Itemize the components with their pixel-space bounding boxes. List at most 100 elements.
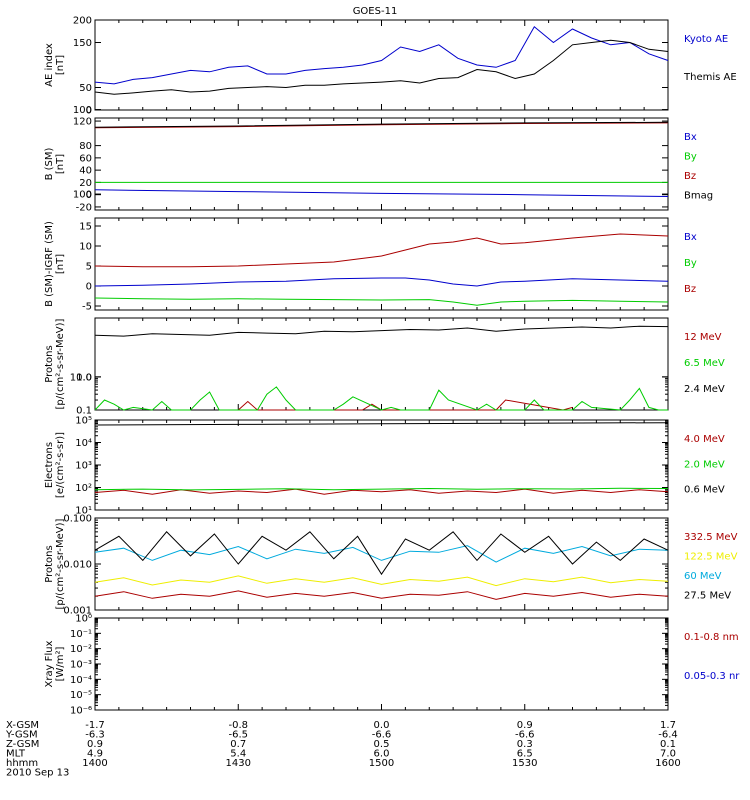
y-tick-label: 0 — [86, 282, 92, 293]
series-line-27-5-mev — [94, 531, 669, 576]
legend-entry: 2.4 MeV — [684, 384, 725, 395]
x-row-value: 1400 — [82, 758, 107, 769]
legend-entry: 27.5 MeV — [684, 591, 731, 602]
legend-entry: 6.5 MeV — [684, 358, 725, 369]
y-tick-label: 100 — [73, 105, 92, 116]
y-tick-label: 10⁻² — [70, 644, 92, 655]
y-axis-label: [nT] — [55, 154, 66, 174]
legend-entry: By — [684, 152, 697, 163]
panel-frame — [94, 419, 669, 511]
chart-title: GOES-11 — [353, 6, 398, 17]
x-row-label: MLT — [6, 749, 26, 760]
y-tick-label: 5 — [86, 262, 92, 273]
y-tick-label: 10⁻¹ — [70, 629, 92, 640]
legend-entry: 332.5 MeV — [684, 532, 738, 543]
y-axis-label: [p/(cm²-s-sr-MeV)] — [55, 518, 66, 609]
y-tick-label: 10 — [79, 242, 92, 253]
x-row-value: 1.7 — [660, 720, 676, 731]
panel-ae: 0 50 100 150 200 AE index [nT] Kyoto AE Themis A… — [44, 16, 737, 117]
y-tick-label: 50 — [79, 83, 92, 94]
y-axis-label: [nT] — [55, 254, 66, 274]
y-axis-label: Protons — [44, 345, 55, 382]
legend-entry: 0.6 MeV — [684, 485, 725, 496]
y-axis-label: [e/(cm²-s-sr)] — [55, 432, 66, 498]
x-row-value: 1430 — [226, 758, 251, 769]
x-row-value: 1530 — [512, 758, 537, 769]
series-line-0-6-mev — [94, 422, 669, 426]
x-row-value: 6.5 — [517, 749, 533, 760]
legend-entry: 122.5 MeV — [684, 552, 738, 563]
y-axis-label: Electrons — [44, 442, 55, 488]
legend-entry: 60 MeV — [684, 571, 722, 582]
x-row-label: Z-GSM — [6, 739, 39, 750]
legend-entry: Bz — [684, 171, 696, 182]
y-tick-label: 10¹ — [75, 506, 92, 517]
y-tick-label: -5 — [82, 302, 92, 313]
x-row-value: -1.7 — [85, 720, 105, 731]
y-tick-label: 0.001 — [63, 606, 92, 617]
legend-entry: Themis AE — [683, 72, 737, 83]
x-row-value: 0.0 — [374, 720, 390, 731]
series-line-bz — [94, 122, 669, 129]
panel-frame — [94, 217, 669, 311]
x-row-label: hhmm — [6, 758, 38, 769]
y-axis-label: B (SM) — [44, 147, 55, 180]
series-line-12-mev — [237, 399, 573, 411]
x-row-value: -6.6 — [515, 730, 535, 741]
x-row-value: 0.1 — [660, 739, 676, 750]
x-row-value: 7.0 — [660, 749, 676, 760]
y-axis-label: Xray Flux — [44, 640, 55, 687]
x-row-value: 1500 — [369, 758, 394, 769]
date-label: 2010 Sep 13 — [6, 768, 69, 779]
panel-dbs: -5 0 5 10 15 B (SM)-IGRF (SM) [nT] Bx By Bz — [44, 217, 697, 313]
x-row-value: 6.0 — [374, 749, 390, 760]
series-line-122-5-mev — [94, 575, 669, 587]
y-tick-label: 10⁻⁵ — [70, 690, 92, 701]
x-row-value: -6.3 — [85, 730, 105, 741]
series-line-2-4-mev — [94, 325, 669, 337]
legend-entry: Bmag — [684, 191, 713, 202]
series-line-by — [94, 297, 669, 306]
legend-entry: 2.0 MeV — [684, 459, 725, 470]
y-tick-label: 10⁰ — [75, 614, 92, 625]
y-tick-label: 0 — [86, 190, 92, 201]
legend-entry: 4.0 MeV — [684, 434, 725, 445]
y-tick-label: 10⁴ — [75, 438, 92, 449]
y-axis-label: B (SM)-IGRF (SM) — [44, 221, 55, 307]
y-tick-label: 20 — [79, 178, 92, 189]
y-axis-label: [nT] — [55, 55, 66, 75]
y-tick-label: 120 — [73, 117, 92, 128]
panel-frame — [94, 517, 669, 611]
x-row-value: -6.5 — [228, 730, 248, 741]
series-line-bz — [94, 233, 669, 268]
panel-xray: 10⁻⁶ 10⁻⁵ 10⁻⁴ 10⁻³ 10⁻² 10⁻¹ 10⁰ Xray Flux [W/m… — [44, 614, 740, 717]
y-tick-label: 200 — [73, 16, 92, 27]
legend-entry: Bx — [684, 232, 697, 243]
y-tick-label: 10⁻⁴ — [70, 675, 92, 686]
x-row-value: 0.9 — [517, 720, 533, 731]
y-axis-label: AE index — [44, 43, 55, 87]
x-row-value: 0.3 — [517, 739, 533, 750]
legend-entry: Bx — [684, 132, 697, 143]
legend-entry: 0.1-0.8 nm — [684, 632, 739, 643]
y-tick-label: 150 — [73, 38, 92, 49]
y-tick-label: 0 — [86, 106, 92, 117]
y-tick-label: 0.010 — [63, 560, 92, 571]
x-row-value: 0.7 — [230, 739, 246, 750]
series-line-6-5-mev — [94, 386, 668, 411]
series-line-bx — [94, 189, 669, 197]
y-tick-label: 0.100 — [63, 514, 92, 525]
y-tick-label: 60 — [79, 153, 92, 164]
legend-entry: 12 MeV — [684, 332, 722, 343]
legend-entry: Kyoto AE — [684, 34, 728, 45]
legend-entry: 0.05-0.3 nr — [684, 671, 740, 682]
y-tick-label: 10⁵ — [75, 416, 92, 427]
y-tick-label: 80 — [79, 141, 92, 152]
panel-frame — [94, 617, 669, 711]
y-tick-label: 10⁻⁶ — [70, 706, 92, 717]
series-line-kyoto-ae — [94, 26, 669, 85]
y-axis-label: [p/(cm²-s-sr-MeV)] — [55, 318, 66, 409]
